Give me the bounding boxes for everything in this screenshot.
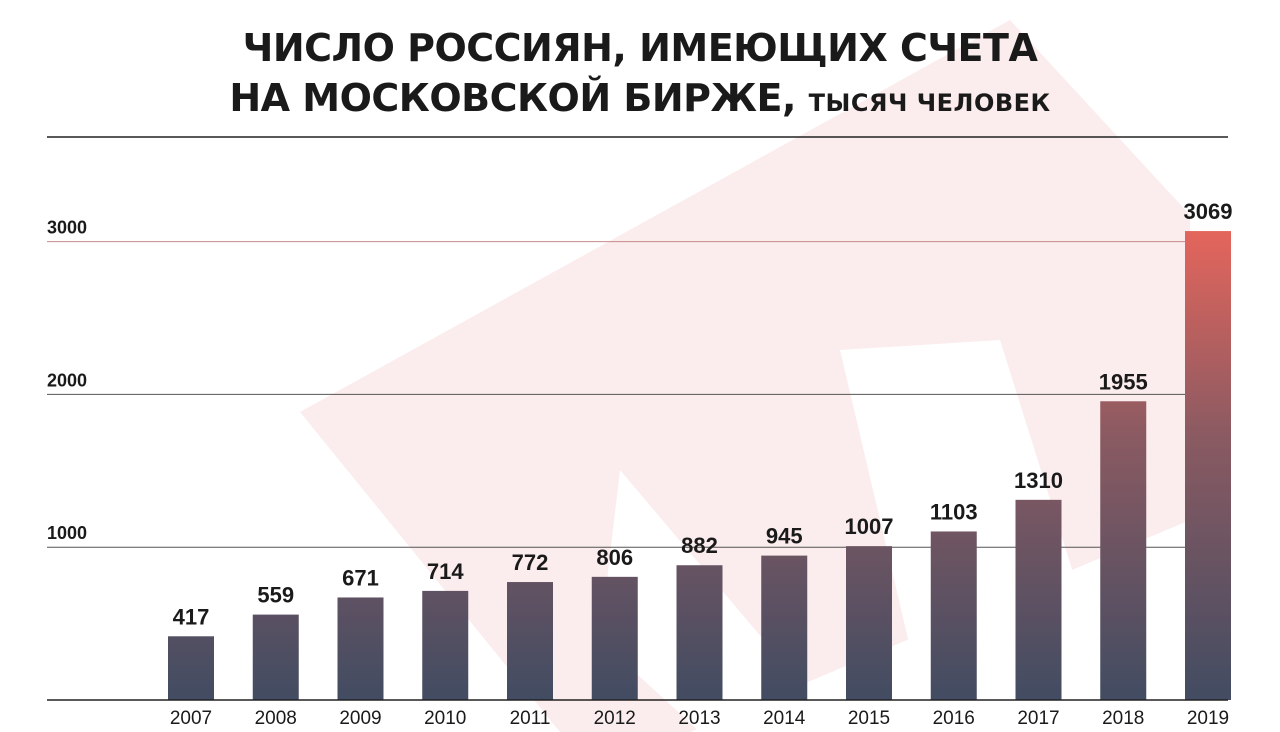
x-tick-label: 2009 [339,708,381,729]
y-tick-label: 1000 [47,523,87,543]
x-tick-label: 2016 [933,708,975,729]
bar [507,582,553,700]
chart-title: ЧИСЛО РОССИЯН, ИМЕЮЩИХ СЧЕТА [242,26,1038,70]
bar [846,546,892,700]
data-label: 882 [681,533,718,558]
bar [1015,499,1062,700]
data-label: 559 [257,583,294,608]
x-tick-label: 2008 [255,708,297,729]
data-label: 3069 [1184,199,1233,224]
data-label: 417 [173,604,210,629]
bar [676,565,723,700]
x-tick-label: 2010 [424,708,466,729]
x-tick-label: 2018 [1102,708,1144,729]
bar [422,590,469,700]
x-tick-label: 2013 [678,708,720,729]
bar [1185,231,1231,700]
data-label: 806 [596,545,633,570]
y-tick-label: 2000 [47,370,87,390]
data-label: 1955 [1099,369,1148,394]
y-tick-label: 3000 [47,218,87,238]
bar [252,614,299,700]
data-label: 1007 [845,514,894,539]
bar [337,597,384,700]
chart-unit: ТЫСЯЧ ЧЕЛОВЕК [808,89,1051,117]
bar [168,636,214,700]
x-tick-label: 2014 [763,708,806,729]
data-label: 1310 [1014,468,1063,493]
bar [1100,401,1147,700]
bar [930,531,977,700]
x-tick-label: 2007 [170,708,212,729]
data-label: 671 [342,565,379,590]
data-label: 1103 [930,499,978,524]
bar [591,576,638,700]
data-label: 772 [512,550,549,575]
x-tick-label: 2017 [1017,708,1059,729]
bar [761,555,808,700]
x-tick-label: 2019 [1187,708,1229,729]
data-label: 945 [766,524,803,549]
x-tick-label: 2012 [594,708,636,729]
chart-title-line-2: НА МОСКОВСКОЙ БИРЖЕ, ТЫСЯЧ ЧЕЛОВЕК [229,76,1051,120]
x-tick-label: 2011 [510,708,551,729]
data-label: 714 [427,559,464,584]
x-tick-label: 2015 [848,708,890,729]
